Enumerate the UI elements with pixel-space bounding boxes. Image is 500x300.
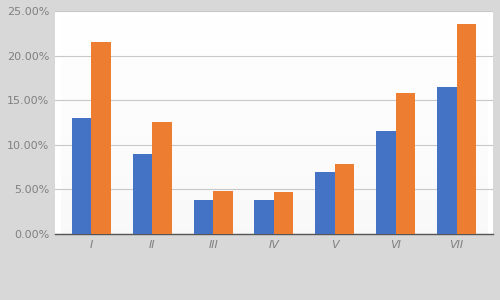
Bar [437, 87, 456, 234]
Bar [133, 154, 152, 234]
Bar [335, 164, 354, 234]
Bar [92, 42, 111, 234]
Bar [72, 118, 92, 234]
Bar [213, 191, 233, 234]
Bar [376, 131, 396, 234]
Bar [456, 24, 476, 234]
Bar [254, 200, 274, 234]
Bar [152, 122, 172, 234]
Bar [316, 172, 335, 234]
Bar [194, 200, 213, 234]
Bar [274, 192, 293, 234]
Bar [396, 93, 415, 234]
